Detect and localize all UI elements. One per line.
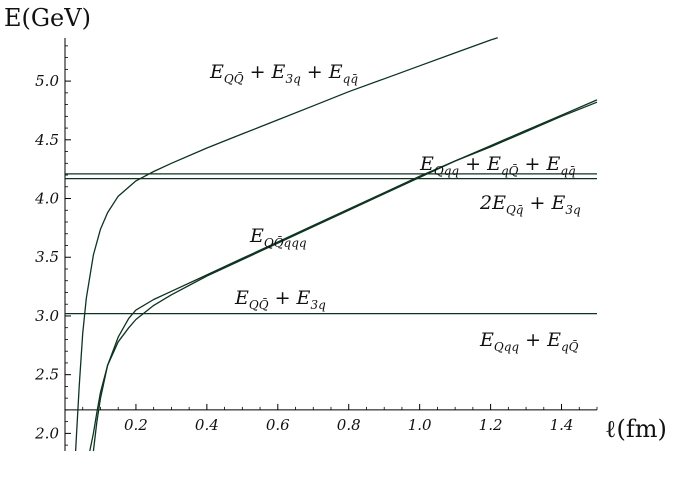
- series-label-middle-curve: EQQ̄qqq: [249, 225, 307, 250]
- x-tick-label: 1.2: [479, 416, 503, 434]
- curves: [65, 37, 598, 452]
- series-top-curve: [74, 37, 498, 452]
- y-tick-label: 2.5: [34, 366, 59, 384]
- y-tick-label: 2.0: [34, 424, 59, 442]
- x-tick-label: 1.4: [550, 416, 574, 434]
- x-tick-label: 0.4: [195, 416, 219, 434]
- series-label-top-curve: EQQ̄ + E3q + Eqq̄: [209, 61, 358, 86]
- x-axis-title: ℓ(fm): [605, 415, 667, 443]
- y-axis-title: E(GeV): [4, 4, 91, 32]
- series-lower-curve: [89, 99, 598, 452]
- series-label-lower-flat: EQqq + EqQ̄: [479, 329, 579, 354]
- y-tick-label: 4.5: [34, 131, 59, 149]
- series-label-lower-curve: EQQ̄ + E3q: [234, 287, 326, 312]
- x-tick-label: 0.2: [124, 416, 148, 434]
- x-tick-label: 0.6: [266, 416, 290, 434]
- axes: [64, 38, 597, 451]
- series-label-upper-flat-2: 2EQq̄ + E3q: [479, 192, 581, 217]
- ticks: 2.0 2.5 3.0 3.5 4.0 4.5 5.0 0.2 0.4 0.6 0.8 1.0 1.2 1…: [34, 45, 598, 446]
- y-tick-label: 3.5: [35, 248, 59, 266]
- y-tick-label: 3.0: [35, 307, 59, 325]
- y-tick-label: 5.0: [35, 72, 59, 90]
- x-tick-label: 1.0: [408, 416, 432, 434]
- series-label-upper-flat-1: EQqq + EqQ̄ + Eqq̄: [419, 153, 576, 178]
- x-tick-label: 0.8: [337, 416, 361, 434]
- y-tick-label: 4.0: [34, 190, 59, 208]
